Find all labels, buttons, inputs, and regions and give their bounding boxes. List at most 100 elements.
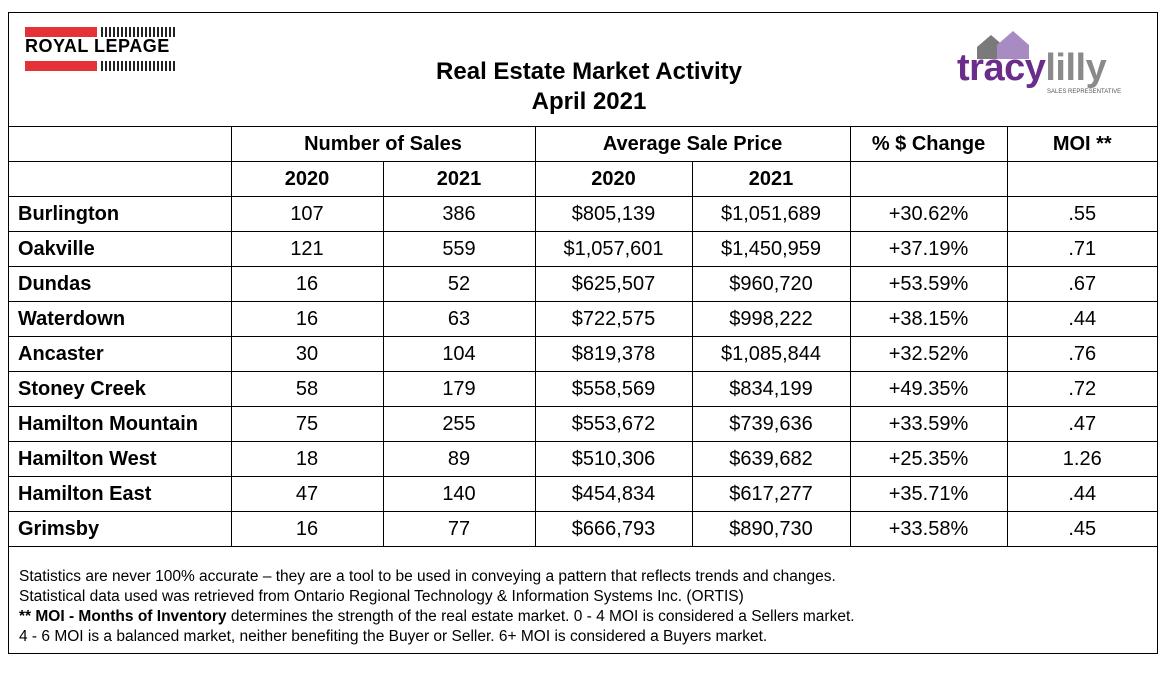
price-2021-cell: $1,051,689 bbox=[691, 196, 851, 232]
sales-2020-cell: 107 bbox=[230, 196, 384, 232]
market-table: Number of Sales Average Sale Price % $ C… bbox=[9, 127, 1158, 547]
moi-value-cell: .47 bbox=[1006, 406, 1158, 442]
note-line-3: ** MOI - Months of Inventory determines … bbox=[19, 607, 1149, 627]
moi-value-cell: .72 bbox=[1006, 371, 1158, 407]
area-name-cell: Oakville bbox=[9, 231, 232, 267]
header-sales-2021: 2021 bbox=[382, 161, 536, 197]
price-2021-cell: $639,682 bbox=[691, 441, 851, 477]
sales-2021-cell: 63 bbox=[382, 301, 536, 337]
percent-change-cell: +35.71% bbox=[849, 476, 1008, 512]
area-name-cell: Grimsby bbox=[9, 511, 232, 547]
note-line-3-rest: determines the strength of the real esta… bbox=[226, 608, 855, 625]
sales-2020-cell: 16 bbox=[230, 301, 384, 337]
sales-2021-cell: 89 bbox=[382, 441, 536, 477]
percent-change-cell: +33.58% bbox=[849, 511, 1008, 547]
title-line-2: April 2021 bbox=[531, 88, 647, 115]
report-frame: ROYAL LEPAGE Real Estate Market Activity… bbox=[8, 12, 1158, 654]
logo-barcode-bottom bbox=[101, 61, 175, 71]
sales-2021-cell: 52 bbox=[382, 266, 536, 302]
sales-2020-cell: 58 bbox=[230, 371, 384, 407]
sales-2021-cell: 386 bbox=[382, 196, 536, 232]
table-row: Stoney Creek 58 179 $558,569 $834,199 +49.35%… bbox=[9, 371, 1158, 407]
moi-value-cell: .76 bbox=[1006, 336, 1158, 372]
logo-barcode-top bbox=[101, 27, 175, 37]
header-sales-2020: 2020 bbox=[230, 161, 384, 197]
sales-2021-cell: 104 bbox=[382, 336, 536, 372]
header-row-1: Number of Sales Average Sale Price % $ C… bbox=[9, 127, 1158, 162]
price-2021-cell: $1,450,959 bbox=[691, 231, 851, 267]
area-name-cell: Stoney Creek bbox=[9, 371, 232, 407]
sales-2021-cell: 179 bbox=[382, 371, 536, 407]
sales-2021-cell: 140 bbox=[382, 476, 536, 512]
sales-2020-cell: 16 bbox=[230, 266, 384, 302]
sales-2020-cell: 121 bbox=[230, 231, 384, 267]
table-row: Waterdown 16 63 $722,575 $998,222 +38.15% .44 bbox=[9, 301, 1158, 337]
price-2020-cell: $454,834 bbox=[534, 476, 693, 512]
moi-definition: ** MOI - Months of Inventory bbox=[19, 608, 227, 625]
price-2020-cell: $1,057,601 bbox=[534, 231, 693, 267]
area-name-cell: Waterdown bbox=[9, 301, 232, 337]
sales-2020-cell: 18 bbox=[230, 441, 384, 477]
note-line-1: Statistics are never 100% accurate – the… bbox=[19, 568, 836, 585]
footnotes: Statistics are never 100% accurate – the… bbox=[19, 567, 1149, 647]
moi-value-cell: .44 bbox=[1006, 476, 1158, 512]
tracy-lilly-logo: tracylilly SALES REPRESENTATIVE bbox=[955, 29, 1145, 105]
price-2021-cell: $834,199 bbox=[691, 371, 851, 407]
page-title: Real Estate Market Activity April 2021 bbox=[9, 57, 1167, 117]
moi-value-cell: .45 bbox=[1006, 511, 1158, 547]
logo-red-bar-bottom bbox=[25, 61, 97, 71]
sales-2021-cell: 77 bbox=[382, 511, 536, 547]
header-price-2020: 2020 bbox=[534, 161, 693, 197]
header-blank bbox=[9, 127, 232, 162]
table-row: Hamilton Mountain 75 255 $553,672 $739,636 +3… bbox=[9, 406, 1158, 442]
header-row-2: 2020 2021 2020 2021 bbox=[9, 161, 1158, 197]
table-row: Hamilton West 18 89 $510,306 $639,682 +25.35%… bbox=[9, 441, 1158, 477]
title-line-1: Real Estate Market Activity bbox=[436, 58, 742, 85]
logo-text: ROYAL LEPAGE bbox=[25, 36, 170, 56]
percent-change-cell: +38.15% bbox=[849, 301, 1008, 337]
table-row: Grimsby 16 77 $666,793 $890,730 +33.58% .45 bbox=[9, 511, 1158, 547]
table-row: Oakville 121 559 $1,057,601 $1,450,959 +37.19… bbox=[9, 231, 1158, 267]
percent-change-cell: +33.59% bbox=[849, 406, 1008, 442]
percent-change-cell: +37.19% bbox=[849, 231, 1008, 267]
header-number-of-sales: Number of Sales bbox=[230, 127, 536, 162]
header-change-blank bbox=[849, 161, 1008, 197]
price-2021-cell: $739,636 bbox=[691, 406, 851, 442]
area-name-cell: Hamilton Mountain bbox=[9, 406, 232, 442]
sales-2020-cell: 75 bbox=[230, 406, 384, 442]
price-2021-cell: $617,277 bbox=[691, 476, 851, 512]
price-2020-cell: $666,793 bbox=[534, 511, 693, 547]
note-line-4: 4 - 6 MOI is a balanced market, neither … bbox=[19, 628, 768, 645]
price-2021-cell: $890,730 bbox=[691, 511, 851, 547]
area-name-cell: Dundas bbox=[9, 266, 232, 302]
percent-change-cell: +32.52% bbox=[849, 336, 1008, 372]
moi-value-cell: .71 bbox=[1006, 231, 1158, 267]
moi-value-cell: .55 bbox=[1006, 196, 1158, 232]
logo-wordmark: tracylilly bbox=[957, 47, 1107, 89]
header-percent-change: % $ Change bbox=[849, 127, 1008, 162]
royal-lepage-logo: ROYAL LEPAGE bbox=[25, 21, 175, 71]
header-moi-blank bbox=[1006, 161, 1158, 197]
sales-2021-cell: 255 bbox=[382, 406, 536, 442]
percent-change-cell: +53.59% bbox=[849, 266, 1008, 302]
moi-value-cell: .44 bbox=[1006, 301, 1158, 337]
area-name-cell: Ancaster bbox=[9, 336, 232, 372]
report-header: ROYAL LEPAGE Real Estate Market Activity… bbox=[9, 13, 1157, 127]
price-2021-cell: $960,720 bbox=[691, 266, 851, 302]
price-2020-cell: $805,139 bbox=[534, 196, 693, 232]
price-2021-cell: $1,085,844 bbox=[691, 336, 851, 372]
table-row: Burlington 107 386 $805,139 $1,051,689 +30.62… bbox=[9, 196, 1158, 232]
price-2021-cell: $998,222 bbox=[691, 301, 851, 337]
price-2020-cell: $722,575 bbox=[534, 301, 693, 337]
sales-2021-cell: 559 bbox=[382, 231, 536, 267]
price-2020-cell: $819,378 bbox=[534, 336, 693, 372]
note-line-2: Statistical data used was retrieved from… bbox=[19, 588, 744, 605]
area-name-cell: Burlington bbox=[9, 196, 232, 232]
logo-red-bar-top bbox=[25, 27, 97, 37]
moi-value-cell: .67 bbox=[1006, 266, 1158, 302]
table-row: Ancaster 30 104 $819,378 $1,085,844 +32.52% .7… bbox=[9, 336, 1158, 372]
header-average-sale-price: Average Sale Price bbox=[534, 127, 851, 162]
area-name-cell: Hamilton East bbox=[9, 476, 232, 512]
price-2020-cell: $558,569 bbox=[534, 371, 693, 407]
sales-2020-cell: 47 bbox=[230, 476, 384, 512]
